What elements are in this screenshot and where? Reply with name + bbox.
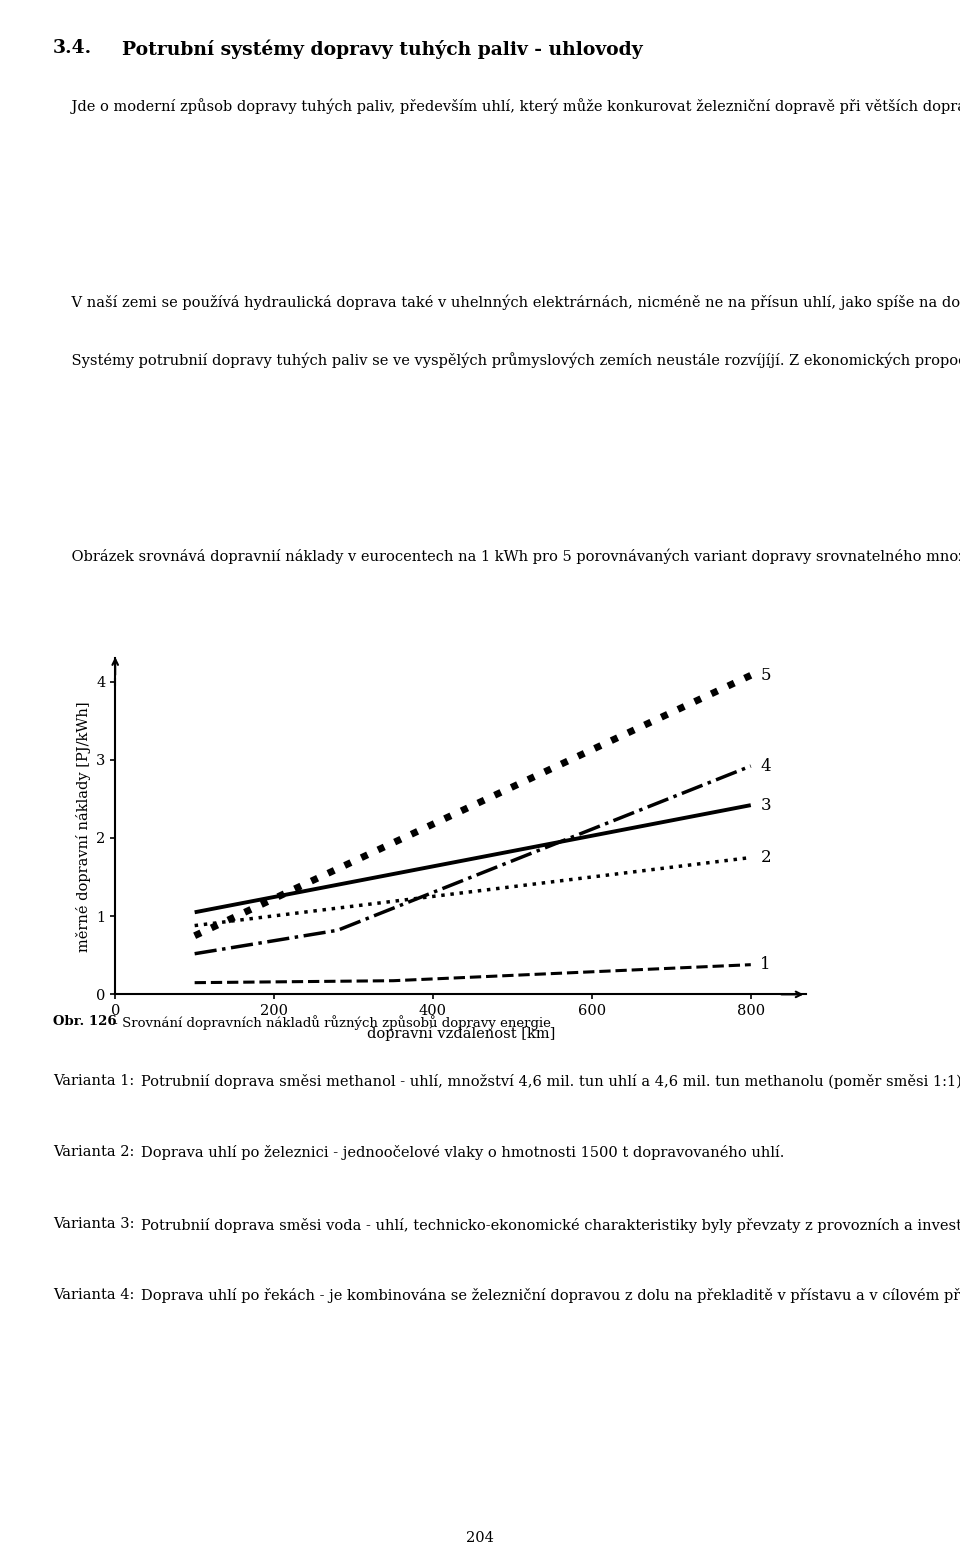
Text: Obrázek srovnává dopravnií náklady v eurocentech na 1 kWh pro 5 porovnávaných va: Obrázek srovnává dopravnií náklady v eur…	[53, 547, 960, 563]
Text: 4: 4	[760, 757, 771, 774]
Text: 3.4.: 3.4.	[53, 39, 92, 58]
Text: Jde o moderní způsob dopravy tuhých paliv, především uhlí, který může konkurovat: Jde o moderní způsob dopravy tuhých pali…	[53, 99, 960, 114]
Y-axis label: měrné dopravní náklady [PJ/kWh]: měrné dopravní náklady [PJ/kWh]	[76, 701, 90, 951]
Text: Doprava uhlí po železnici - jednoočelové vlaky o hmotnosti 1500 t dopravovaného : Doprava uhlí po železnici - jednoočelové…	[141, 1145, 784, 1160]
Text: 2: 2	[760, 849, 771, 866]
Text: 5: 5	[760, 666, 771, 683]
Text: Obr. 126: Obr. 126	[53, 1015, 116, 1028]
X-axis label: dopravní vzdálenost [km]: dopravní vzdálenost [km]	[367, 1026, 555, 1042]
Text: 1: 1	[760, 956, 771, 973]
Text: Potrubnií doprava směsi voda - uhlí, technicko-ekonomické charakteristiky byly p: Potrubnií doprava směsi voda - uhlí, tec…	[141, 1217, 960, 1232]
Text: Potrubní systémy dopravy tuhých paliv - uhlovody: Potrubní systémy dopravy tuhých paliv - …	[122, 39, 642, 58]
Text: Potrubnií doprava směsi methanol - uhlí, množství 4,6 mil. tun uhlí a 4,6 mil. t: Potrubnií doprava směsi methanol - uhlí,…	[141, 1074, 960, 1089]
Text: Varianta 4:: Varianta 4:	[53, 1289, 134, 1303]
Text: - Srovnání dopravních nákladů různých způsobů dopravy energie: - Srovnání dopravních nákladů různých zp…	[109, 1015, 551, 1029]
Text: Systémy potrubnií dopravy tuhých paliv se ve vyspělých průmyslových zemích neust: Systémy potrubnií dopravy tuhých paliv s…	[53, 352, 960, 368]
Text: 204: 204	[466, 1531, 494, 1545]
Text: 3: 3	[760, 796, 771, 813]
Text: Varianta 2:: Varianta 2:	[53, 1145, 134, 1159]
Text: Doprava uhlí po řekách - je kombinována se železniční dopravou z dolu na překlad: Doprava uhlí po řekách - je kombinována …	[141, 1289, 960, 1303]
Text: Varianta 1:: Varianta 1:	[53, 1074, 134, 1089]
Text: V naší zemi se používá hydraulická doprava také v uhelnných elektrárnách, nicmén: V naší zemi se používá hydraulická dopra…	[53, 294, 960, 310]
Text: Varianta 3:: Varianta 3:	[53, 1217, 134, 1231]
